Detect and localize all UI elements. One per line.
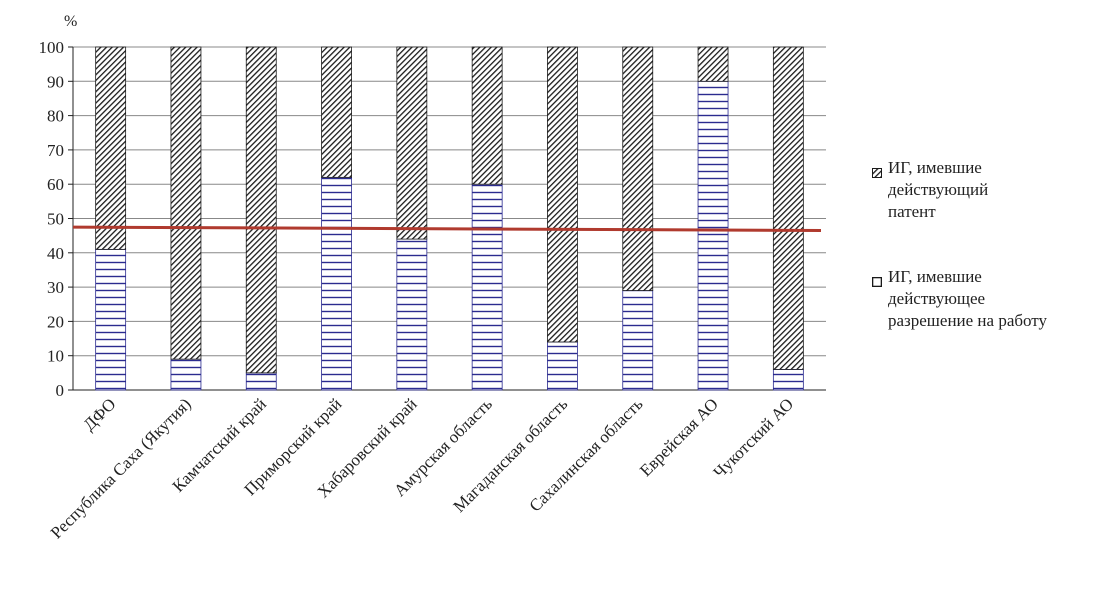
legend-item-patent: ИГ, имевшие действующий патент [872, 157, 988, 223]
bar-patent [471, 46, 503, 185]
y-axis-ticks: 0 10 20 30 40 50 60 70 80 90 100 [39, 38, 73, 400]
legend-label-permit: ИГ, имевшие действующее разрешение на ра… [888, 267, 1048, 330]
bar-patent [321, 46, 352, 178]
legend-swatch-permit [871, 271, 883, 288]
bar-patent [547, 46, 578, 343]
legend-item-permit: ИГ, имевшие действующее разрешение на ра… [871, 266, 1048, 332]
y-tick-label: 60 [47, 175, 64, 194]
x-tick-label: Республика Саха (Якутия) [47, 394, 195, 542]
y-tick-label: 100 [39, 38, 65, 57]
bar-permit [697, 80, 729, 391]
bar-permit [170, 358, 202, 391]
bar-permit [547, 341, 578, 391]
bar-permit [471, 183, 503, 391]
trendline-layer [72, 225, 822, 233]
bar-patent [697, 46, 729, 82]
y-tick-label: 50 [47, 210, 64, 229]
y-tick-label: 70 [47, 141, 64, 160]
bar-patent [95, 46, 127, 250]
bar-permit [622, 290, 654, 391]
bar-patent [170, 46, 202, 360]
legend-2: ИГ, имевшие действующее разрешение на ра… [871, 266, 1048, 332]
bar-permit [772, 369, 804, 391]
y-tick-label: 80 [47, 107, 64, 126]
bar-patent [396, 46, 428, 240]
legend: ИГ, имевшие действующий патент [872, 157, 988, 223]
y-tick-label: 90 [47, 72, 64, 91]
y-tick-label: 40 [47, 244, 64, 263]
y-unit-label: % [64, 13, 77, 30]
y-tick-label: 30 [47, 278, 64, 297]
bar-permit [95, 248, 127, 391]
y-tick-label: 20 [47, 312, 64, 331]
bars [95, 46, 804, 391]
bar-permit [321, 176, 352, 391]
legend-label-patent: ИГ, имевшие действующий патент [888, 158, 989, 221]
bar-patent [622, 46, 654, 291]
legend-swatch-patent [872, 162, 882, 178]
bar-permit [245, 372, 277, 391]
bar-permit [396, 238, 428, 391]
y-tick-label: 10 [47, 347, 64, 366]
trendline [72, 225, 822, 233]
x-tick-label: Чукотский АО [710, 394, 798, 482]
bar-patent [772, 46, 804, 370]
y-tick-label: 0 [56, 381, 65, 400]
x-tick-label: ДФО [80, 394, 120, 434]
x-tick-label: Еврейская АО [636, 394, 722, 480]
bar-patent [245, 46, 277, 374]
